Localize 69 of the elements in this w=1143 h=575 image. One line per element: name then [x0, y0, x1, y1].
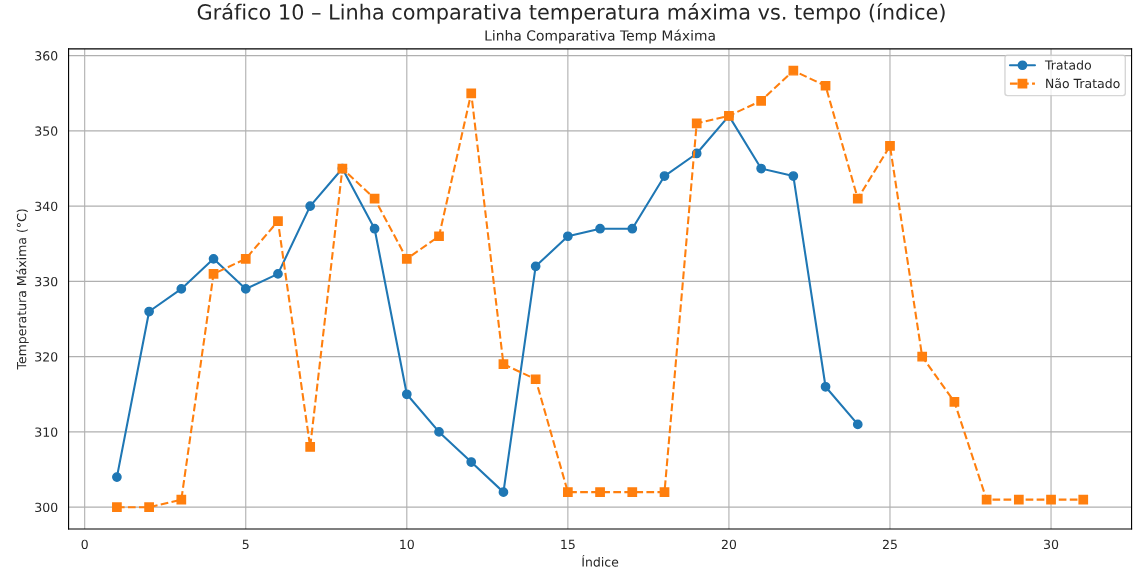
point — [1046, 494, 1056, 505]
y-tick-label: 310 — [35, 427, 58, 437]
point — [530, 261, 541, 272]
point — [466, 457, 477, 467]
point — [434, 427, 444, 437]
point — [208, 253, 219, 264]
x-tick-label: 10 — [400, 539, 414, 550]
point — [563, 231, 573, 242]
point — [1013, 494, 1024, 505]
x-tick-label: 20 — [721, 539, 737, 550]
y-tick-label: 330 — [35, 276, 58, 287]
point — [305, 442, 316, 452]
point — [788, 65, 799, 76]
point — [820, 381, 831, 392]
point — [852, 419, 863, 430]
point — [756, 163, 766, 174]
point — [917, 351, 928, 362]
point — [208, 269, 219, 279]
y-tick-label: 300 — [35, 502, 58, 513]
legend-label: Tratado — [1044, 60, 1091, 70]
point — [466, 88, 477, 99]
point — [627, 487, 638, 497]
y-axis-title: Temperatura Máxima (°C) — [16, 209, 29, 370]
point — [852, 193, 863, 204]
point — [691, 118, 702, 129]
point — [885, 141, 895, 151]
point — [369, 223, 380, 234]
point — [401, 389, 412, 400]
point — [788, 171, 799, 181]
point — [176, 284, 187, 294]
x-tick-label: 30 — [1044, 539, 1059, 550]
x-tick-label: 25 — [882, 539, 897, 550]
legend-label: Não Tratado — [1046, 78, 1120, 89]
chart-title: Linha Comparativa Temp Máxima — [485, 29, 715, 44]
x-axis-title: Índice — [582, 555, 619, 567]
point — [595, 487, 605, 497]
point — [305, 201, 316, 212]
x-tick-label: 15 — [561, 539, 575, 550]
point — [112, 472, 122, 482]
y-tick-label: 340 — [35, 201, 58, 212]
y-tick-label: 350 — [35, 126, 58, 136]
point — [981, 494, 992, 505]
point — [595, 223, 605, 234]
point — [240, 253, 251, 264]
point — [434, 231, 444, 242]
point — [498, 487, 509, 497]
y-tick-label: 320 — [35, 352, 58, 362]
point — [659, 171, 670, 181]
x-tick-label: 5 — [242, 539, 249, 550]
point — [144, 502, 154, 513]
point — [627, 223, 638, 234]
point — [756, 95, 766, 106]
point — [1078, 494, 1089, 505]
point — [112, 502, 122, 513]
point — [144, 306, 154, 317]
point — [659, 487, 670, 497]
y-tick-label: 360 — [35, 51, 58, 61]
point — [563, 487, 573, 497]
point — [498, 359, 509, 370]
point — [176, 494, 187, 505]
x-tick-label: 0 — [81, 539, 88, 550]
point — [820, 80, 831, 91]
chart-subtitle: Gráfico 10 – Linha comparativa temperatura máxima vs. tempo (índice) — [197, 2, 945, 24]
point — [273, 216, 283, 227]
point — [273, 269, 283, 279]
point — [401, 253, 412, 264]
point — [530, 374, 541, 385]
point — [240, 284, 251, 294]
point — [949, 396, 960, 407]
